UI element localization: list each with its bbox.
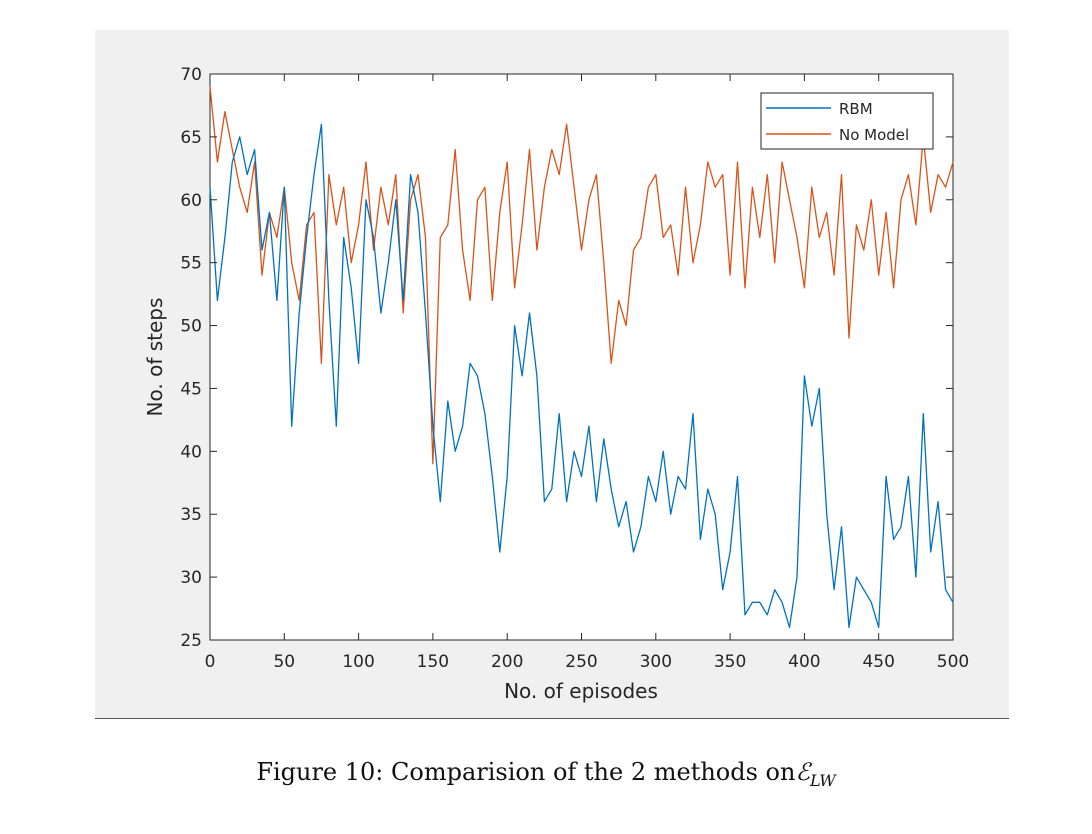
y-axis-label: No. of steps bbox=[143, 298, 167, 417]
y-tick-label: 40 bbox=[180, 442, 202, 462]
figure-caption: Figure 10: Comparision of the 2 methods … bbox=[0, 758, 1092, 790]
x-tick-label: 350 bbox=[714, 652, 746, 672]
x-tick-label: 100 bbox=[342, 652, 374, 672]
y-tick-label: 70 bbox=[180, 65, 202, 85]
x-tick-label: 150 bbox=[417, 652, 449, 672]
x-tick-label: 0 bbox=[205, 652, 216, 672]
y-tick-label: 65 bbox=[180, 128, 202, 148]
x-tick-label: 450 bbox=[862, 652, 894, 672]
legend: RBM No Model bbox=[760, 92, 934, 150]
x-tick-label: 200 bbox=[491, 652, 523, 672]
x-tick-label: 300 bbox=[640, 652, 672, 672]
y-tick-label: 45 bbox=[180, 379, 202, 399]
x-tick-label: 250 bbox=[565, 652, 597, 672]
line-chart: 0 50 100 150 200 250 300 350 400 450 500 25 30 35 40 45… bbox=[143, 65, 969, 703]
axis-ticks: 0 50 100 150 200 250 300 350 400 450 500 25 30 35 40 45… bbox=[180, 65, 969, 672]
legend-box bbox=[760, 92, 934, 150]
legend-label-rbm: RBM bbox=[839, 100, 873, 118]
x-axis-label: No. of episodes bbox=[504, 679, 658, 703]
y-tick-label: 25 bbox=[180, 631, 202, 651]
x-tick-label: 500 bbox=[937, 652, 969, 672]
y-tick-label: 50 bbox=[180, 317, 202, 337]
y-tick-label: 30 bbox=[180, 568, 202, 588]
y-tick-label: 60 bbox=[180, 191, 202, 211]
legend-label-no-model: No Model bbox=[839, 126, 909, 144]
series-line-no-model bbox=[209, 86, 954, 465]
figure-panel: 0 50 100 150 200 250 300 350 400 450 500 25 30 35 40 45… bbox=[95, 30, 1009, 719]
caption-text: Figure 10: Comparision of the 2 methods … bbox=[256, 758, 796, 786]
x-tick-label: 400 bbox=[788, 652, 820, 672]
y-tick-label: 35 bbox=[180, 505, 202, 525]
y-tick-label: 55 bbox=[180, 254, 202, 274]
x-tick-label: 50 bbox=[273, 652, 295, 672]
series-layer bbox=[209, 86, 954, 629]
series-line-rbm bbox=[209, 123, 954, 629]
caption-symbol: ℰ bbox=[795, 758, 810, 786]
caption-subscript: LW bbox=[810, 770, 836, 790]
